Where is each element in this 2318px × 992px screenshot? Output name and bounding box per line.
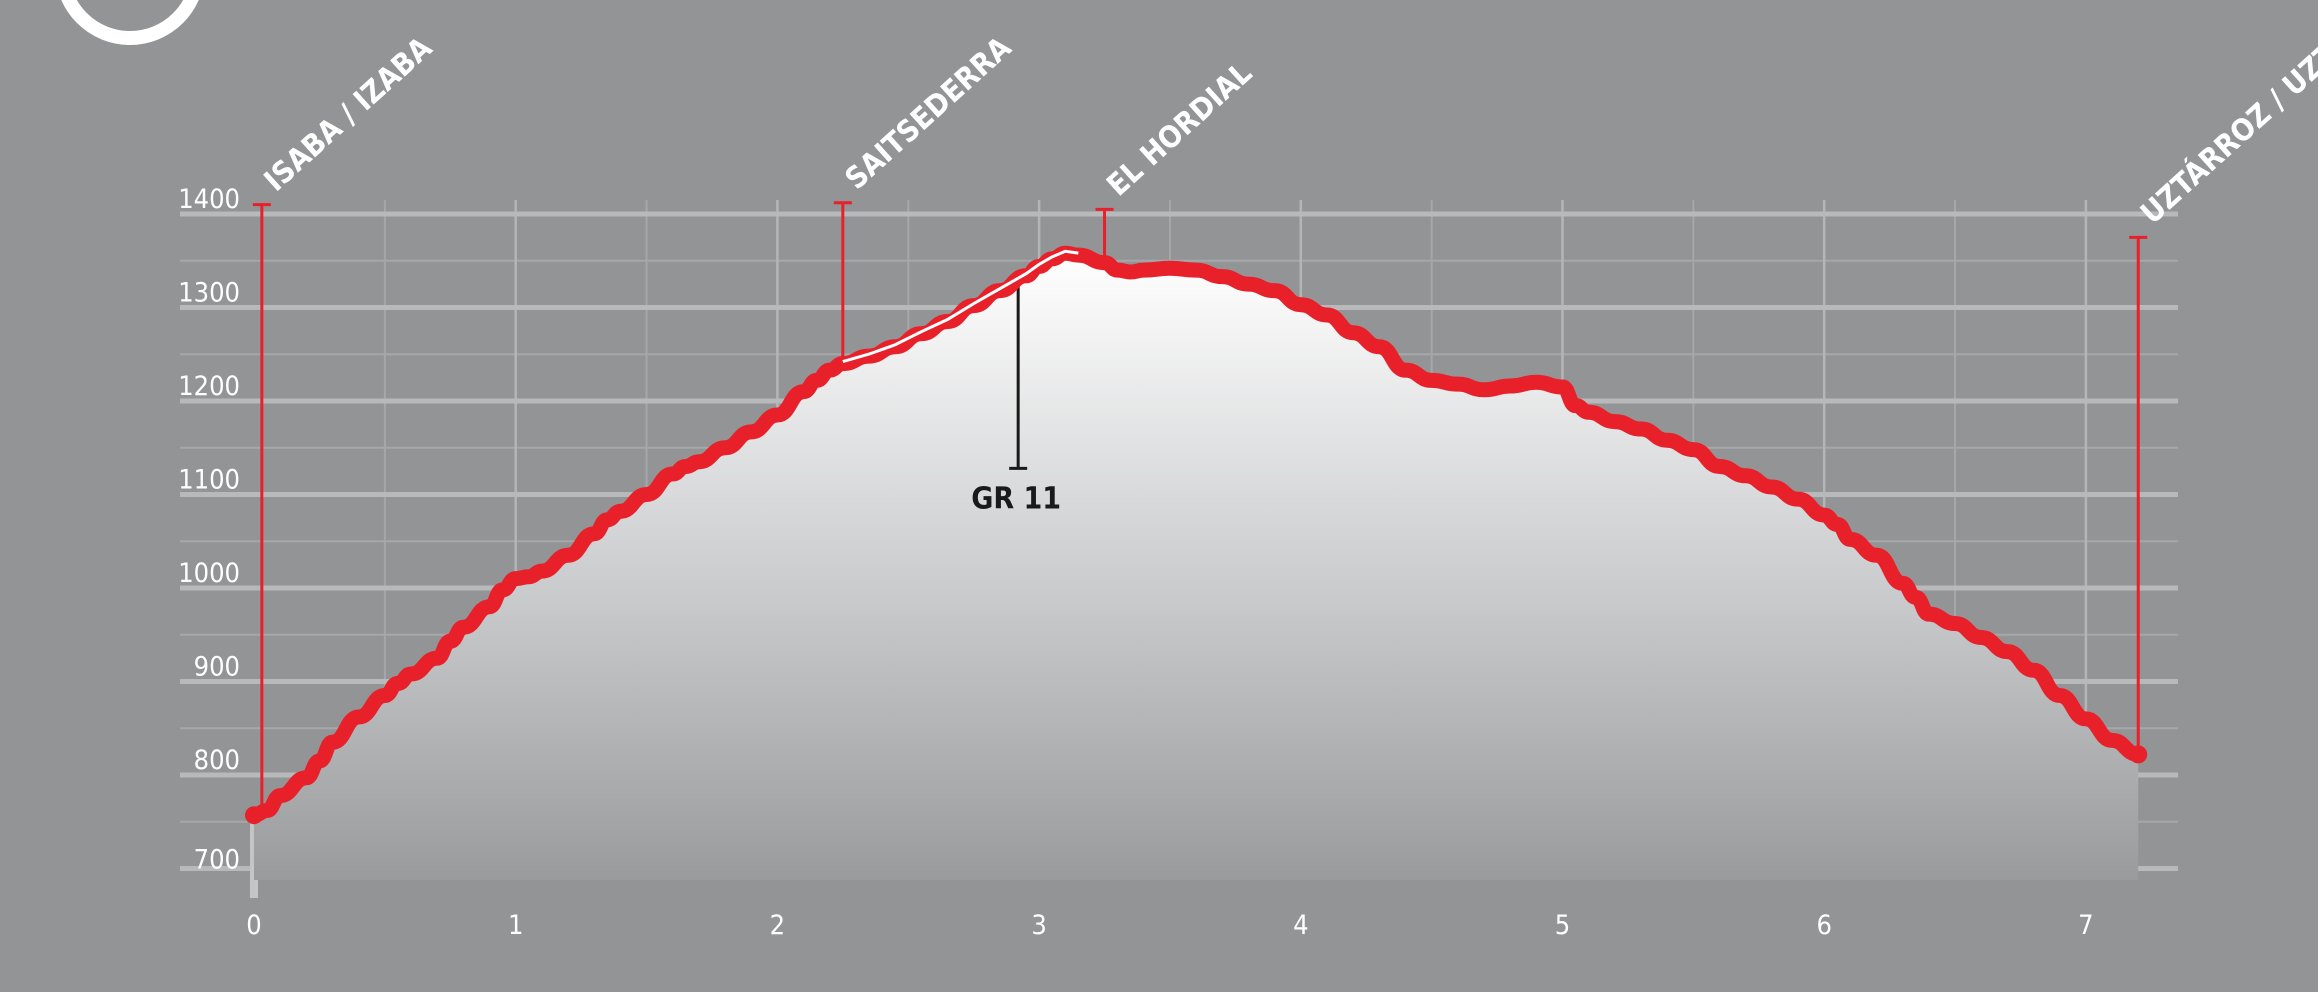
waypoint-markers xyxy=(252,201,2148,813)
x-tick-label: 4 xyxy=(1293,910,1308,941)
elevation-area xyxy=(254,253,2139,880)
x-tick-label: 2 xyxy=(770,910,785,941)
y-tick-label: 1400 xyxy=(178,184,240,215)
elevation-area-fill xyxy=(254,253,2139,880)
y-tick-label: 800 xyxy=(194,745,240,776)
y-tick-label: 1300 xyxy=(178,278,240,309)
trail-highlight xyxy=(842,249,1079,364)
elevation-line-path xyxy=(246,245,2146,823)
route-endpoint xyxy=(2129,745,2148,764)
route-endpoint xyxy=(245,806,263,825)
x-tick-label: 0 xyxy=(246,910,261,941)
y-tick-label: 700 xyxy=(194,845,240,876)
y-tick-label: 1100 xyxy=(178,465,240,496)
x-tick-label: 5 xyxy=(1555,910,1570,941)
y-tick-label: 1200 xyxy=(178,371,240,402)
trail-label: GR 11 xyxy=(971,481,1061,516)
waypoint-label: UZTÁRROZ / UZTARROZE xyxy=(2134,0,2318,231)
x-tick-label: 1 xyxy=(508,910,523,941)
waypoint-label: EL HORDIAL xyxy=(1100,56,1259,204)
elevation-line xyxy=(245,245,2148,825)
waypoint-label: SAITSEDERRA xyxy=(839,30,1019,197)
x-tick-label: 7 xyxy=(2078,910,2093,941)
waypoint-label: ISABA / IZABA xyxy=(258,30,439,198)
y-tick-label: 1000 xyxy=(178,558,240,589)
logo-circle xyxy=(61,0,199,45)
x-tick-label: 6 xyxy=(1816,910,1831,941)
x-tick-label: 3 xyxy=(1031,910,1046,941)
y-tick-label: 900 xyxy=(194,652,240,683)
